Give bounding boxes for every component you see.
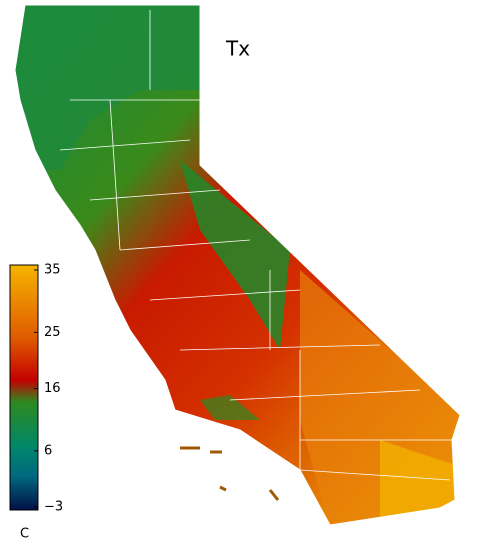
colorbar [9, 264, 39, 511]
colorbar-tick-label: 16 [44, 381, 61, 396]
colorbar-tick-label: 6 [44, 443, 52, 458]
california-map [14, 4, 461, 526]
colorbar-tick-label: 25 [44, 325, 61, 340]
colorbar-tick-label: −3 [44, 500, 63, 515]
map-title: Tx [225, 37, 250, 61]
colorbar-tick-label: 35 [44, 263, 61, 278]
colorbar-unit: C [20, 527, 29, 542]
